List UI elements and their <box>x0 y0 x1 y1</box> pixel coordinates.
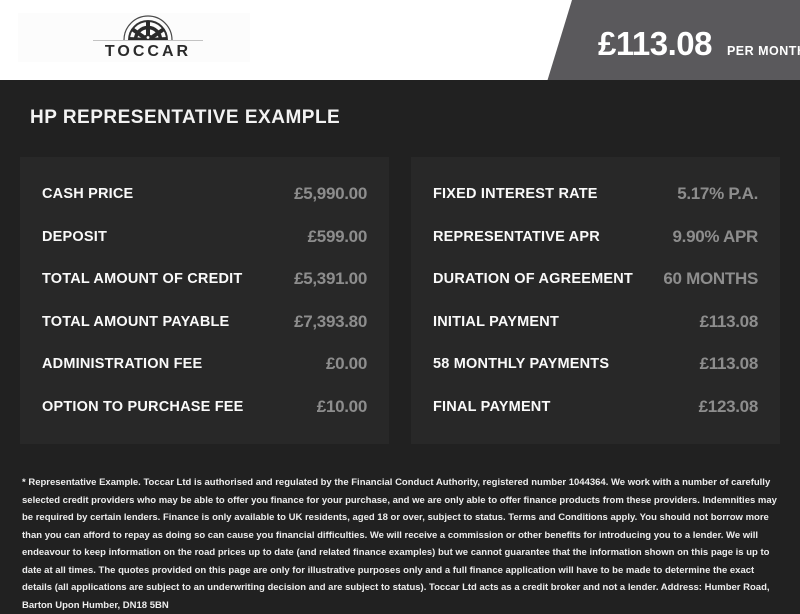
finance-row-value: £113.08 <box>699 354 759 374</box>
finance-row-label: 58 MONTHLY PAYMENTS <box>433 356 610 373</box>
finance-row-value: £0.00 <box>325 354 367 374</box>
finance-row: CASH PRICE £5,990.00 <box>42 173 367 216</box>
finance-row-value: £123.08 <box>698 396 759 416</box>
finance-row: 58 MONTHLY PAYMENTS £113.08 <box>433 343 758 386</box>
finance-row-label: INITIAL PAYMENT <box>433 313 559 330</box>
finance-row-value: 5.17% P.A. <box>677 184 758 204</box>
finance-row: DEPOSIT £599.00 <box>42 216 367 259</box>
finance-row: REPRESENTATIVE APR 9.90% APR <box>433 216 758 259</box>
page-title: HP REPRESENTATIVE EXAMPLE <box>30 107 341 128</box>
finance-row-label: REPRESENTATIVE APR <box>433 228 600 245</box>
brand-name: TOCCAR <box>104 43 192 60</box>
finance-row-label: DEPOSIT <box>42 228 108 245</box>
price-banner: £113.08 PER MONTH* <box>547 0 800 80</box>
finance-row-label: ADMINISTRATION FEE <box>42 356 203 373</box>
finance-row-value: £5,391.00 <box>294 269 367 289</box>
finance-row-label: CASH PRICE <box>42 186 134 203</box>
finance-row: DURATION OF AGREEMENT 60 MONTHS <box>433 258 758 301</box>
finance-panel-right: FIXED INTEREST RATE 5.17% P.A. REPRESENT… <box>411 157 780 444</box>
price-banner-content: £113.08 PER MONTH* <box>598 25 800 62</box>
finance-row: OPTION TO PURCHASE FEE £10.00 <box>42 386 367 429</box>
finance-row-label: FINAL PAYMENT <box>433 398 551 415</box>
finance-row: TOTAL AMOUNT OF CREDIT £5,391.00 <box>42 258 367 301</box>
finance-panels: CASH PRICE £5,990.00 DEPOSIT £599.00 TOT… <box>20 157 780 444</box>
finance-row-value: £7,393.80 <box>294 311 367 331</box>
finance-row-value: £599.00 <box>307 226 368 246</box>
brand-logo: TOCCAR <box>93 14 203 61</box>
disclaimer-text: * Representative Example. Toccar Ltd is … <box>22 477 777 611</box>
finance-row: TOTAL AMOUNT PAYABLE £7,393.80 <box>42 301 367 344</box>
logo-box: TOCCAR <box>18 13 250 62</box>
finance-row: INITIAL PAYMENT £113.08 <box>433 301 758 344</box>
finance-row-label: OPTION TO PURCHASE FEE <box>42 398 244 415</box>
finance-row-value: £5,990.00 <box>294 184 367 204</box>
wheel-logo-icon <box>93 15 203 41</box>
finance-row-value: £113.08 <box>699 311 759 331</box>
finance-row: FINAL PAYMENT £123.08 <box>433 386 758 429</box>
finance-row-value: £10.00 <box>316 396 368 416</box>
finance-row-label: TOTAL AMOUNT OF CREDIT <box>42 271 243 288</box>
finance-panel-left: CASH PRICE £5,990.00 DEPOSIT £599.00 TOT… <box>20 157 389 444</box>
finance-row-label: FIXED INTEREST RATE <box>433 186 598 203</box>
finance-row-label: TOTAL AMOUNT PAYABLE <box>42 313 230 330</box>
finance-row-label: DURATION OF AGREEMENT <box>433 271 633 288</box>
header: TOCCAR £113.08 PER MONTH* <box>0 0 800 80</box>
finance-row-value: 9.90% APR <box>672 226 759 246</box>
finance-row-value: 60 MONTHS <box>663 269 758 289</box>
finance-row: ADMINISTRATION FEE £0.00 <box>42 343 367 386</box>
finance-row: FIXED INTEREST RATE 5.17% P.A. <box>433 173 758 216</box>
